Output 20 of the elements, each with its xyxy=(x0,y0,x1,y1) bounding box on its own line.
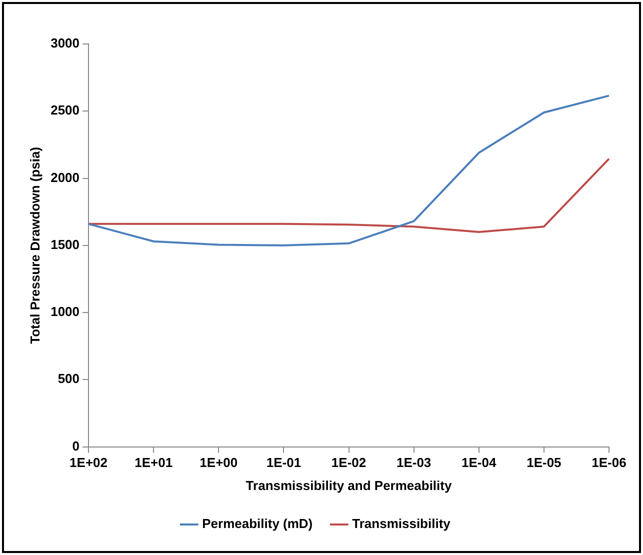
x-tick-label: 1E-05 xyxy=(526,455,562,470)
x-tick-label: 1E-03 xyxy=(396,455,432,470)
y-tick-label: 500 xyxy=(58,371,80,386)
y-tick-label: 0 xyxy=(72,438,80,454)
y-tick-label: 1500 xyxy=(50,236,80,252)
x-tick-label: 1E-01 xyxy=(266,455,302,470)
y-axis-title: Total Pressure Drawdown (psia) xyxy=(27,146,42,344)
x-tick-label: 1E+00 xyxy=(200,455,238,470)
x-axis-title: Transmissibility and Permeability xyxy=(246,478,452,493)
x-tick-label: 1E-06 xyxy=(592,455,626,470)
y-tick-label: 3000 xyxy=(50,36,80,51)
y-tick-label: 2500 xyxy=(50,102,80,118)
y-tick-label: 2000 xyxy=(50,170,80,185)
x-tick-label: 1E-04 xyxy=(462,455,497,470)
x-tick-label: 1E+02 xyxy=(70,455,108,470)
x-tick-label: 1E+01 xyxy=(134,455,173,470)
y-tick-label: 1000 xyxy=(50,304,80,320)
legend-label: Permeability (mD) xyxy=(202,516,313,532)
x-tick-label: 1E-02 xyxy=(331,455,366,470)
legend-label: Transmissibility xyxy=(352,516,452,532)
